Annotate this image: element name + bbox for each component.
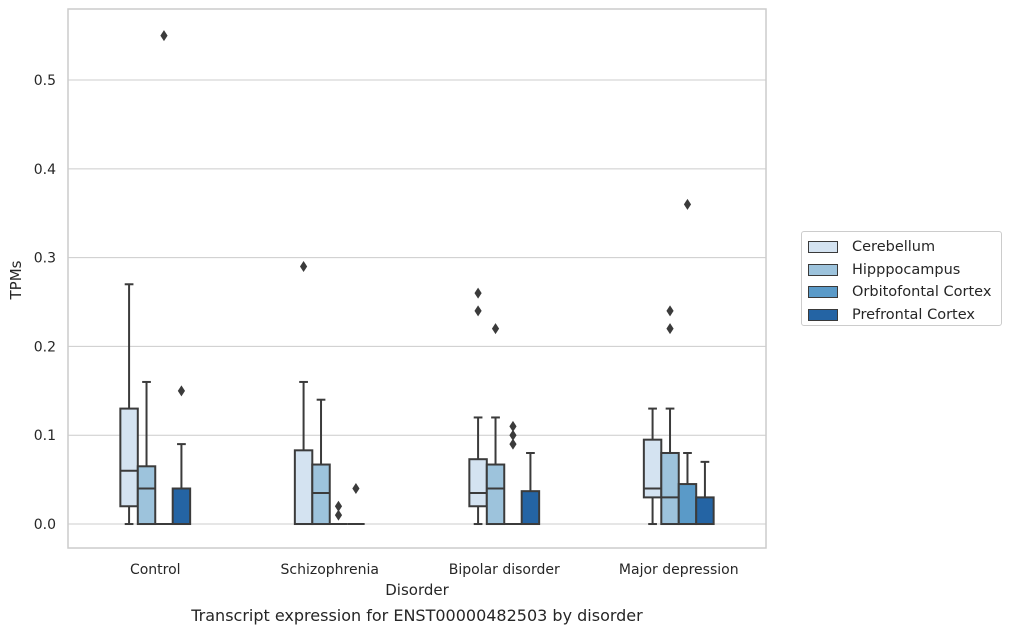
box-2-0: [155, 30, 173, 526]
x-tick-label: Schizophrenia: [281, 562, 379, 578]
plot-border: [67, 8, 767, 549]
y-tick-labels: 0.0 0.1 0.2 0.3 0.4 0.5: [34, 73, 56, 533]
figure-caption: Transcript expression for ENST0000048250…: [191, 606, 643, 625]
box-3-3: [695, 460, 715, 526]
outlier-point: [666, 323, 674, 335]
outlier-point: [334, 509, 343, 521]
x-tick-labels: Control Schizophrenia Bipolar disorder Majo…: [130, 562, 739, 578]
y-tick-label: 0.1: [34, 428, 56, 444]
box-3-2: [520, 451, 541, 526]
box-1-1: [311, 398, 331, 526]
x-tick-label: Bipolar disorder: [449, 562, 560, 578]
box-body: [171, 487, 192, 526]
box-body: [485, 463, 506, 526]
outlier-point: [474, 305, 482, 317]
box-1-2: [485, 323, 506, 526]
box-plot-boxes: [119, 30, 715, 526]
box-body: [660, 451, 680, 526]
outlier-point: [474, 287, 482, 299]
x-axis-title: Disorder: [385, 581, 449, 599]
legend-item: Prefrontal Cortex: [808, 304, 1001, 327]
outlier-point: [299, 261, 308, 273]
outlier-point: [683, 198, 692, 210]
y-tick-label: 0.2: [34, 339, 56, 355]
box-0-0: [119, 283, 139, 526]
legend: Cerebellum Hipppocampus Orbitofontal Cor…: [801, 231, 1002, 326]
outlier-point: [177, 385, 186, 397]
y-tick-label: 0.4: [34, 162, 56, 178]
box-2-2: [504, 420, 522, 526]
y-axis-title: TPMs: [7, 260, 25, 300]
legend-label: Hipppocampus: [852, 261, 961, 278]
outlier-point: [509, 420, 517, 432]
box-body: [695, 496, 715, 526]
plot-frame: [67, 8, 767, 549]
outlier-point: [160, 30, 168, 42]
legend-label: Prefrontal Cortex: [852, 306, 975, 323]
box-0-1: [293, 261, 314, 526]
box-2-3: [677, 198, 698, 526]
outlier-point: [509, 429, 517, 441]
box-body: [119, 407, 139, 508]
box-body: [468, 458, 488, 508]
legend-swatch-hippocampus: [808, 263, 838, 276]
box-0-3: [642, 407, 663, 526]
legend-item: Cerebellum: [808, 236, 1001, 259]
box-body: [293, 449, 314, 526]
box-3-0: [171, 385, 192, 526]
y-tick-label: 0.3: [34, 251, 56, 267]
legend-item: Hipppocampus: [808, 259, 1001, 282]
legend-swatch-orbitofrontal: [808, 286, 838, 299]
y-tick-label: 0.0: [34, 517, 56, 533]
x-tick-label: Control: [130, 562, 181, 578]
legend-swatch-cerebellum: [808, 241, 838, 254]
outlier-point: [352, 483, 360, 495]
outlier-point: [334, 500, 343, 512]
outlier-point: [509, 438, 517, 450]
box-body: [677, 483, 698, 526]
box-2-1: [329, 500, 348, 526]
outlier-point: [666, 305, 674, 317]
box-body: [311, 463, 331, 526]
x-tick-label: Major depression: [619, 562, 739, 578]
outlier-point: [491, 323, 500, 335]
box-0-2: [468, 287, 488, 526]
box-1-3: [660, 305, 680, 526]
box-body: [136, 465, 157, 526]
y-tick-label: 0.5: [34, 73, 56, 89]
legend-label: Orbitofontal Cortex: [852, 284, 992, 301]
legend-label: Cerebellum: [852, 239, 936, 256]
legend-item: Orbitofontal Cortex: [808, 281, 1001, 304]
legend-swatch-prefrontal: [808, 308, 838, 321]
box-3-1: [347, 483, 365, 526]
box-1-0: [136, 380, 157, 526]
box-body: [520, 490, 541, 526]
